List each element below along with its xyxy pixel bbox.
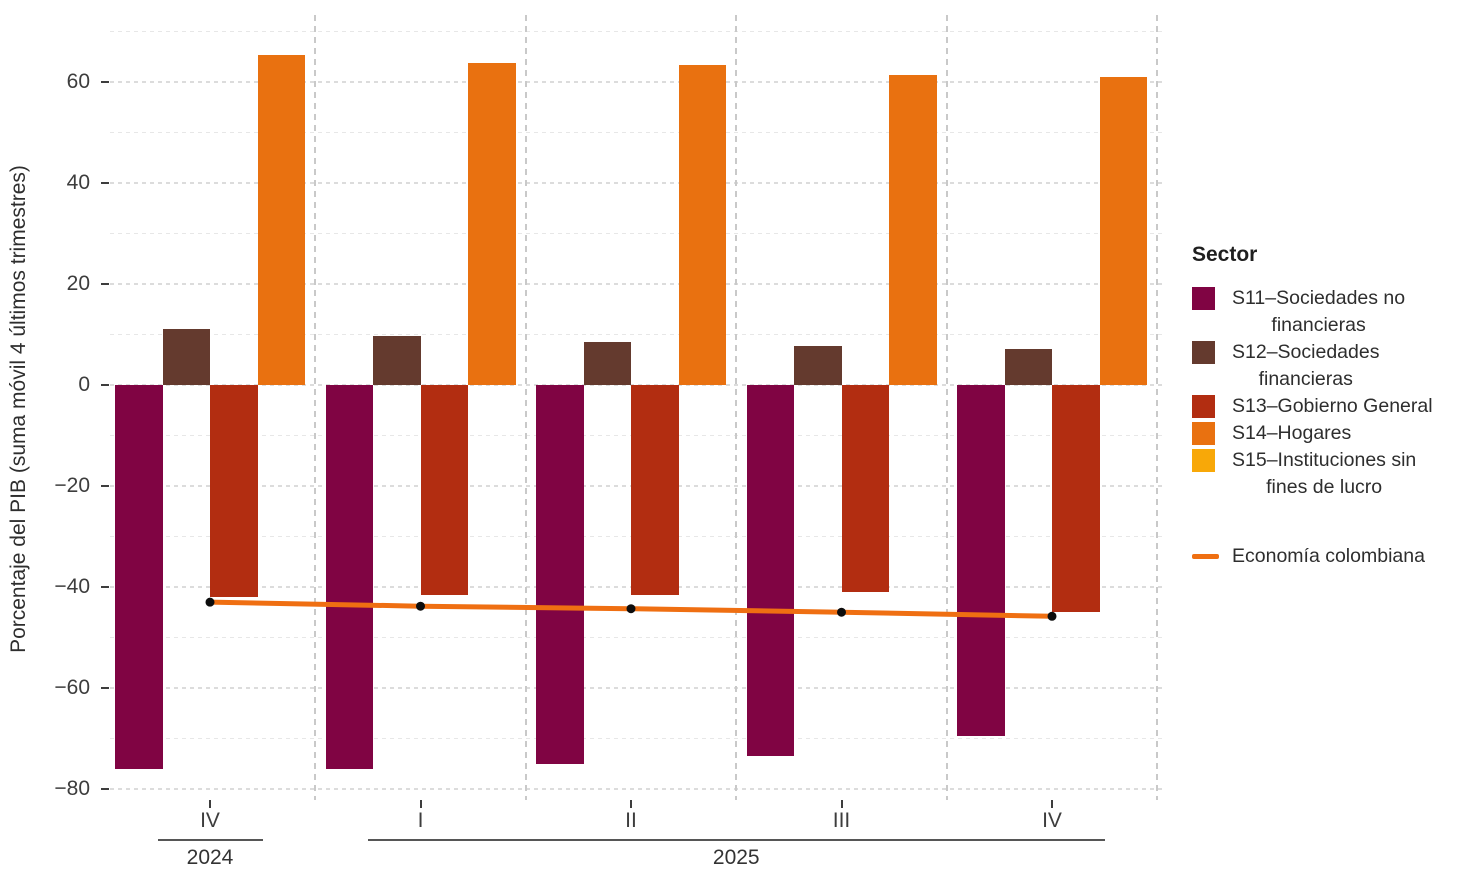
legend: Sector S11–Sociedades no financieras S12–S… <box>1192 243 1480 568</box>
gridline-y-minor <box>110 737 1162 740</box>
legend-label-s14: S14–Hogares <box>1232 422 1352 444</box>
legend-label-s11: S11–Sociedades no financieras <box>1232 287 1406 336</box>
bar-s14-q2 <box>468 63 516 385</box>
x-tick-label-quarter: IV <box>1042 809 1062 832</box>
x-tick-label-quarter: IV <box>200 809 220 832</box>
y-tick-mark <box>101 586 109 588</box>
bar-s14-q4 <box>889 75 937 385</box>
bar-s11-q1 <box>115 385 163 769</box>
legend-title: Sector <box>1192 243 1258 266</box>
legend-label-economia: Economía colombiana <box>1232 545 1425 567</box>
legend-item-s14: S14–Hogares <box>1192 420 1480 447</box>
bar-s12-q2 <box>373 336 421 385</box>
bar-s14-q1 <box>257 54 305 385</box>
gridline-x-separator <box>1156 15 1159 800</box>
y-tick-mark <box>101 283 109 285</box>
gridline-y-major <box>110 283 1162 285</box>
y-tick-label: 20 <box>66 272 90 295</box>
x-axis: IV I II III IV 2024 2025 <box>110 800 1162 880</box>
legend-item-s12: S12–Sociedades financieras <box>1192 339 1480 393</box>
gridline-y-minor <box>110 636 1162 639</box>
legend-item-s11: S11–Sociedades no financieras <box>1192 285 1480 339</box>
gridline-x-separator <box>524 15 527 800</box>
gridline-y-minor <box>110 333 1162 336</box>
gridline-y-major <box>110 384 1162 386</box>
bar-s14-q3 <box>678 65 726 385</box>
legend-item-s13: S13–Gobierno General <box>1192 393 1480 420</box>
economy-line-dot <box>416 601 425 611</box>
bar-s14-q5 <box>1099 76 1147 385</box>
gridline-x-separator <box>314 15 317 800</box>
x-tick-label-year: 2025 <box>712 846 760 869</box>
x-tick-mark <box>419 800 422 808</box>
legend-label-s12: S12–Sociedades financieras <box>1232 341 1380 390</box>
economy-line-dot <box>626 604 636 614</box>
legend-swatch-s12 <box>1192 341 1215 364</box>
x-tick-mark <box>1051 800 1053 808</box>
y-tick-mark <box>101 81 109 83</box>
x-tick-mark <box>840 800 843 808</box>
gridline-x-separator <box>735 15 738 800</box>
bar-s13-q2 <box>420 385 468 595</box>
y-tick-mark <box>101 182 109 184</box>
gridline-y-major <box>110 182 1162 184</box>
economy-line-dot <box>837 607 846 617</box>
legend-label-s15: S15–Instituciones sin fines de lucro <box>1232 449 1417 498</box>
economy-line-dot <box>1047 611 1057 621</box>
bar-s12-q1 <box>162 329 210 385</box>
bar-s12-q4 <box>794 346 842 385</box>
bar-s13-q3 <box>631 385 679 595</box>
gridline-x-separator <box>945 15 948 800</box>
bar-s13-q4 <box>841 385 889 593</box>
x-tick-label-quarter: I <box>417 809 424 832</box>
y-tick-mark <box>101 687 109 689</box>
y-tick-label: 0 <box>78 373 90 396</box>
year-separator-line <box>157 839 263 841</box>
gridline-y-major <box>110 788 1162 790</box>
y-axis: 60 40 20 0 −20 −40 −60 −80 <box>0 15 110 800</box>
bar-s11-q3 <box>536 385 584 764</box>
legend-swatch-s15 <box>1192 449 1215 472</box>
plot-panel <box>110 15 1162 800</box>
y-tick-mark <box>101 788 109 790</box>
legend-swatch-s14 <box>1192 422 1215 445</box>
y-tick-mark <box>101 485 109 487</box>
x-tick-mark <box>630 800 632 808</box>
legend-item-economia: Economía colombiana <box>1192 545 1480 568</box>
bar-s12-q5 <box>1004 348 1052 385</box>
legend-item-s15: S15–Instituciones sin fines de lucro <box>1192 447 1480 501</box>
bar-s12-q3 <box>583 342 631 385</box>
bar-s11-q5 <box>957 385 1005 736</box>
bar-s13-q1 <box>210 385 258 598</box>
bar-s11-q2 <box>325 385 373 769</box>
legend-swatch-s11 <box>1192 287 1215 310</box>
legend-swatch-s13 <box>1192 395 1215 418</box>
gridline-y-minor <box>110 30 1162 33</box>
legend-label-s13: S13–Gobierno General <box>1232 395 1433 417</box>
y-tick-label: −60 <box>54 676 90 699</box>
gridline-y-major <box>110 687 1162 689</box>
gridline-y-minor <box>110 232 1162 235</box>
x-tick-label-year: 2024 <box>186 846 234 869</box>
y-tick-label: 40 <box>66 171 90 194</box>
bar-s11-q4 <box>746 385 794 757</box>
y-tick-label: −20 <box>54 474 90 497</box>
y-tick-label: 60 <box>66 70 90 93</box>
legend-items: S11–Sociedades no financieras S12–Sociedad… <box>1192 285 1480 568</box>
year-separator-line <box>368 839 1105 841</box>
x-tick-label-quarter: III <box>832 809 851 832</box>
y-tick-mark <box>101 384 109 386</box>
y-tick-label: −80 <box>54 777 90 800</box>
legend-line-swatch <box>1192 554 1219 559</box>
x-tick-mark <box>209 800 211 808</box>
gridline-y-minor <box>110 131 1162 134</box>
y-tick-label: −40 <box>54 575 90 598</box>
x-tick-label-quarter: II <box>625 809 637 832</box>
bar-s13-q5 <box>1052 385 1100 613</box>
economy-line-dot <box>205 597 215 607</box>
gridline-y-major <box>110 81 1162 83</box>
